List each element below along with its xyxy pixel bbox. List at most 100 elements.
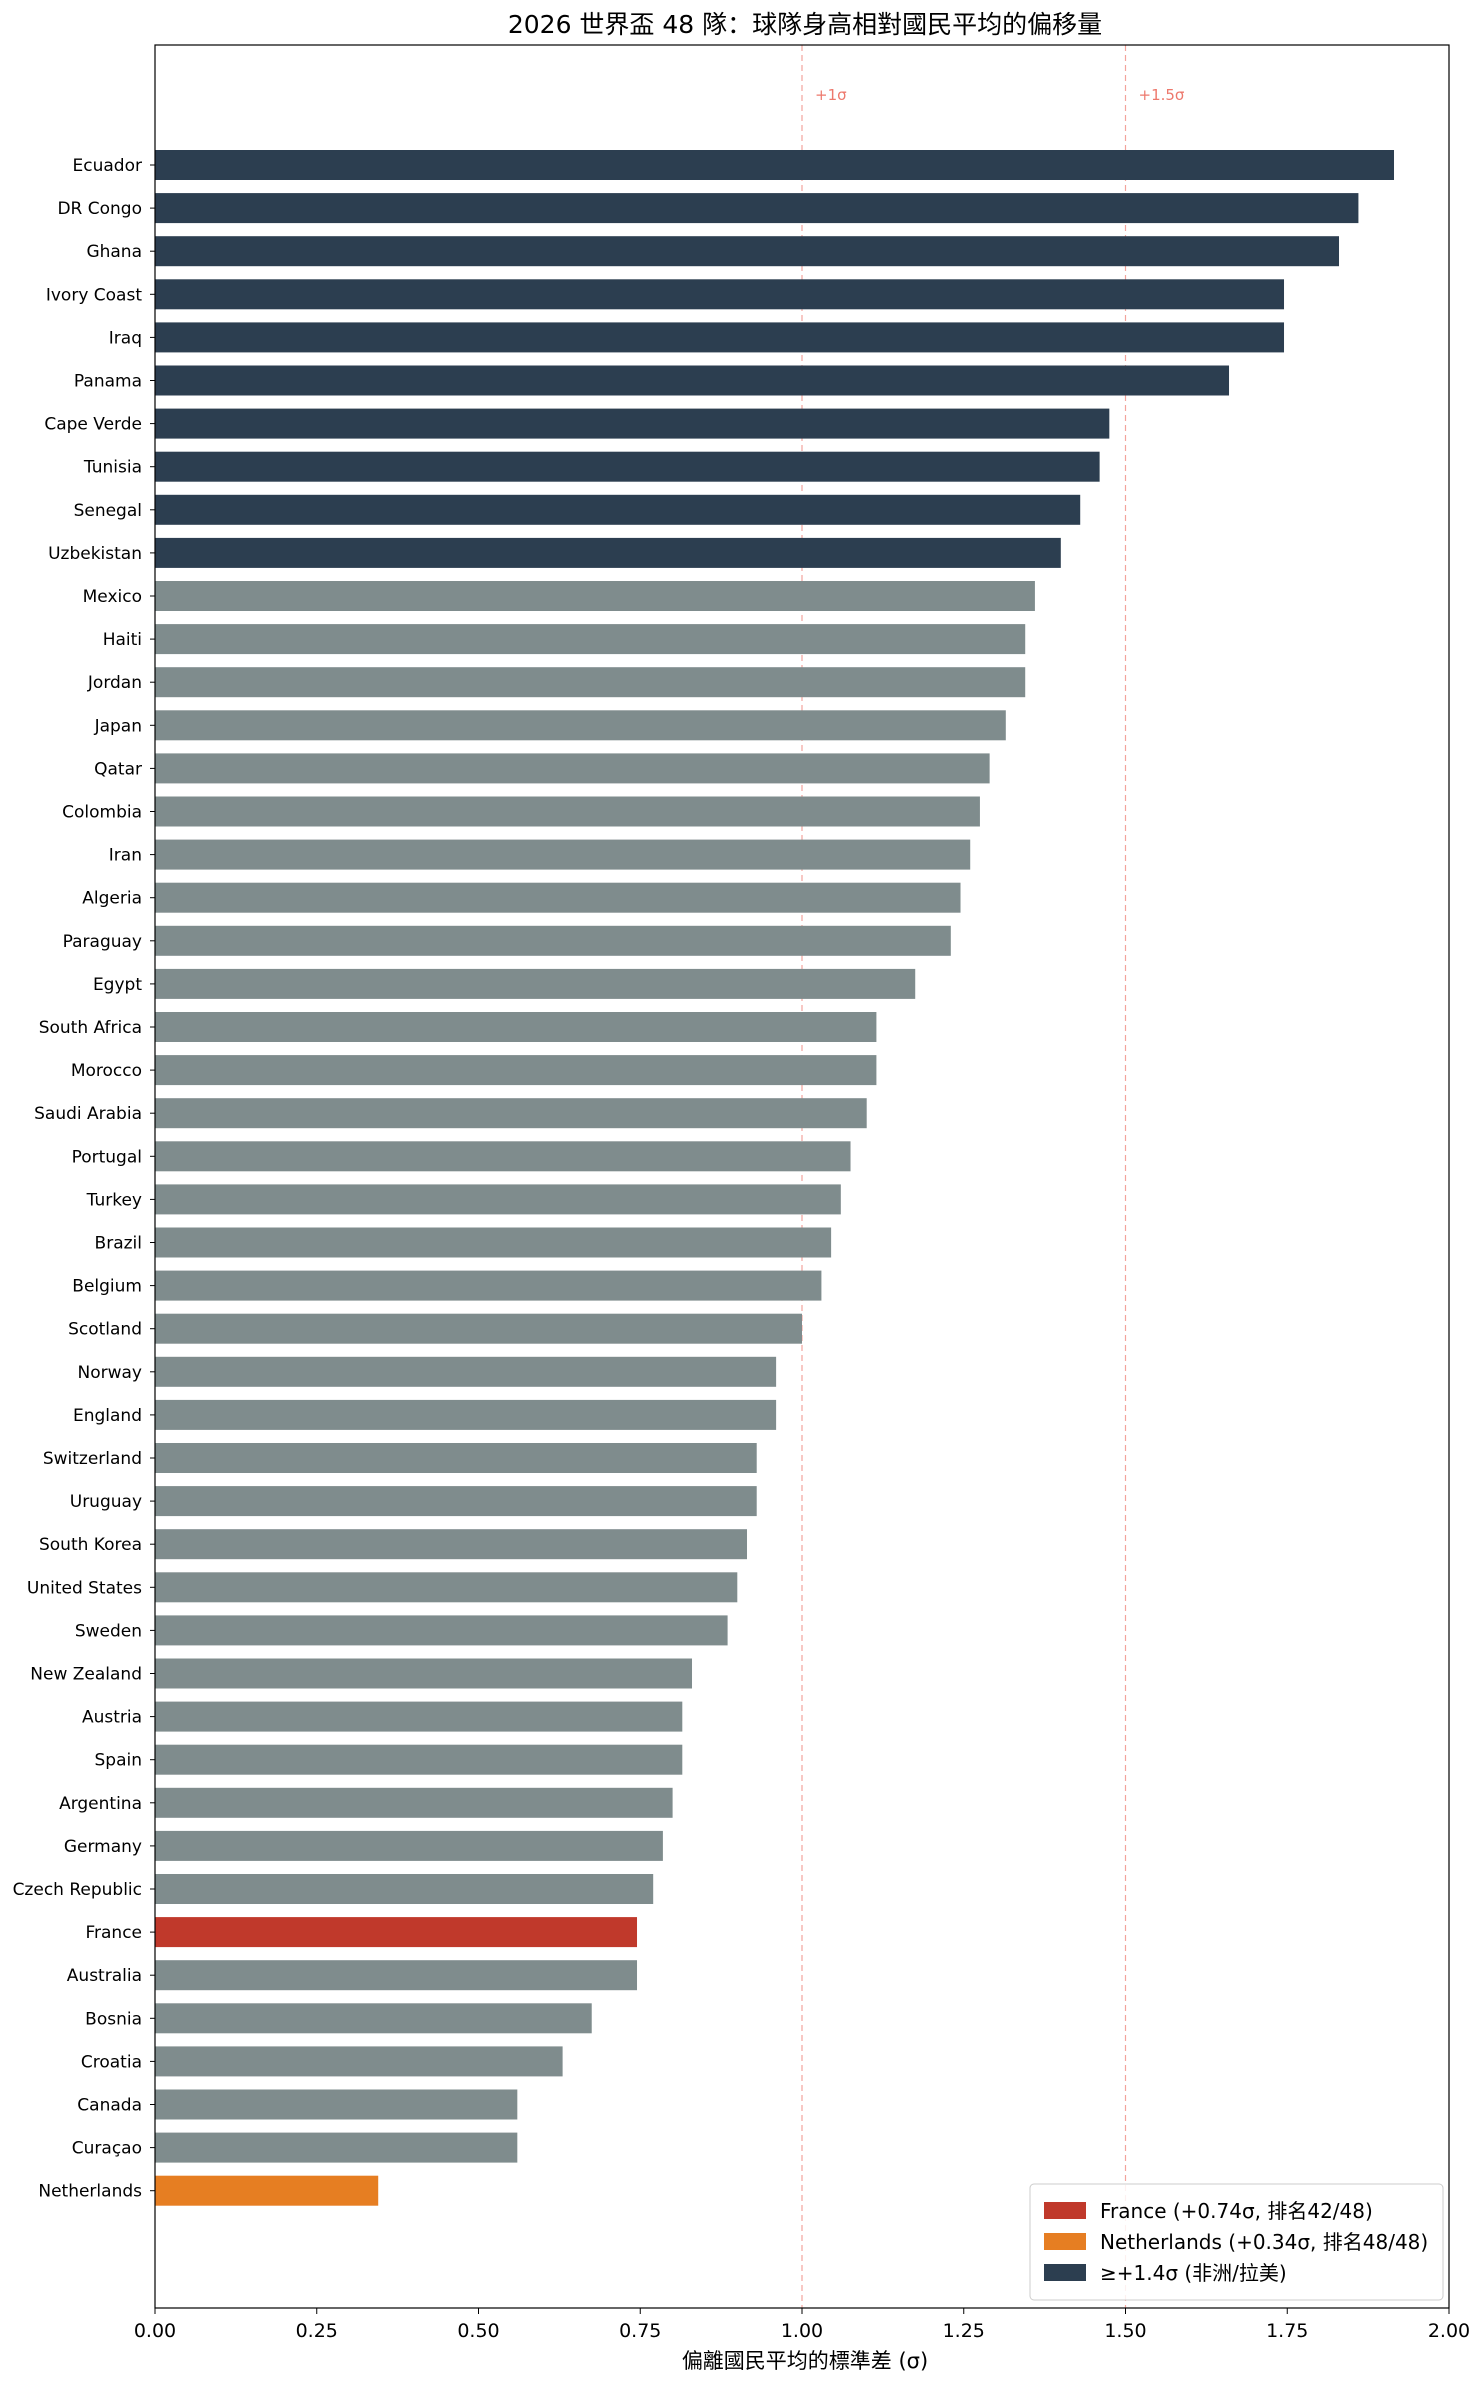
- x-tick-label: 2.00: [1428, 2320, 1470, 2342]
- category-labels: Ecuador DR Congo Ghana Ivory Coast Iraq Panam…: [13, 156, 155, 2202]
- bar: [155, 1830, 663, 1861]
- x-tick-label: 1.25: [943, 2320, 985, 2342]
- category-label: Spain: [95, 1751, 143, 1771]
- legend-label: France (+0.74σ, 排名42/48): [1100, 2199, 1373, 2223]
- bar: [155, 624, 1026, 655]
- plot-frame: [154, 44, 1450, 2309]
- bar: [155, 710, 1006, 741]
- bar: [155, 1874, 654, 1904]
- bar: [155, 1443, 757, 1473]
- category-label: Argentina: [59, 1794, 142, 1814]
- bar: [155, 968, 916, 999]
- category-label: Uzbekistan: [48, 544, 142, 564]
- category-label: Panama: [74, 372, 142, 392]
- category-label: Haiti: [103, 630, 142, 650]
- bar: [155, 451, 1100, 482]
- category-label: Paraguay: [63, 932, 142, 952]
- category-label: Mexico: [83, 587, 142, 607]
- bar: [155, 2089, 518, 2120]
- bar: [155, 1227, 832, 1258]
- category-label: Ivory Coast: [46, 285, 142, 305]
- bar: [155, 236, 1340, 267]
- category-label: Canada: [77, 2096, 142, 2116]
- bar: [155, 537, 1061, 568]
- x-tick-label: 0.25: [296, 2320, 338, 2342]
- bar: [155, 193, 1359, 224]
- bar: [155, 925, 951, 956]
- bar: [155, 1787, 673, 1818]
- category-label: Switzerland: [43, 1449, 142, 1469]
- bar: [155, 2046, 563, 2077]
- category-label: Algeria: [82, 889, 142, 909]
- x-tick-label: 0.50: [457, 2320, 499, 2342]
- bar: [155, 365, 1230, 396]
- bar: [155, 1141, 851, 1172]
- category-label: Ecuador: [73, 156, 142, 176]
- category-label: England: [73, 1406, 142, 1426]
- category-label: Czech Republic: [13, 1880, 142, 1900]
- x-tick-label: 1.75: [1266, 2320, 1308, 2342]
- chart-title: 2026 世界盃 48 隊：球隊身高相對國民平均的偏移量: [508, 10, 1102, 39]
- category-label: Belgium: [72, 1277, 142, 1297]
- bar: [155, 1572, 738, 1603]
- bar: [155, 1399, 777, 1430]
- bar: [155, 753, 990, 784]
- legend-swatch: [1044, 2233, 1086, 2250]
- bar: [155, 1356, 777, 1387]
- category-label: New Zealand: [30, 1665, 142, 1685]
- category-label: Croatia: [81, 2052, 142, 2072]
- category-label: Iraq: [109, 328, 142, 348]
- category-label: Bosnia: [85, 2009, 142, 2029]
- x-tick-label: 1.50: [1104, 2320, 1146, 2342]
- category-label: Australia: [67, 1966, 142, 1986]
- bar: [155, 1529, 748, 1560]
- x-tick-label: 1.00: [781, 2320, 823, 2342]
- bar: [155, 1615, 728, 1646]
- bar: [155, 1184, 841, 1215]
- legend-swatch: [1044, 2264, 1086, 2281]
- category-label: Tunisia: [83, 458, 142, 478]
- category-label: Germany: [64, 1837, 142, 1857]
- category-label: Japan: [94, 716, 142, 736]
- bar: [155, 279, 1285, 310]
- reference-line-label: +1σ: [815, 86, 847, 104]
- category-label: Cape Verde: [44, 415, 142, 435]
- bar: [155, 839, 971, 870]
- category-label: Turkey: [86, 1190, 142, 1210]
- bar: [155, 1917, 638, 1948]
- x-tick-label: 0.00: [134, 2320, 176, 2342]
- category-label: South Korea: [39, 1535, 142, 1555]
- bar: [155, 1744, 683, 1775]
- category-label: Iran: [109, 846, 142, 866]
- bar: [155, 1270, 822, 1301]
- category-label: Colombia: [62, 803, 142, 823]
- category-label: Jordan: [87, 673, 142, 693]
- category-label: Portugal: [72, 1147, 142, 1167]
- reference-line-label: +1.5σ: [1139, 86, 1185, 104]
- category-label: Netherlands: [38, 2182, 142, 2202]
- bar: [155, 494, 1081, 525]
- x-axis: 0.00 0.25 0.50 0.75 1.00 1.25 1.50 1.75 2.00: [134, 2308, 1470, 2342]
- category-label: Scotland: [68, 1320, 142, 1340]
- bar: [155, 2003, 592, 2034]
- category-label: Austria: [82, 1708, 142, 1728]
- legend-swatch: [1044, 2202, 1086, 2219]
- bar: [155, 882, 961, 913]
- category-label: South Africa: [39, 1018, 142, 1038]
- bar: [155, 1313, 802, 1344]
- category-label: DR Congo: [57, 199, 142, 219]
- category-label: Uruguay: [70, 1492, 142, 1512]
- bar: [155, 150, 1395, 180]
- category-label: Sweden: [75, 1621, 142, 1641]
- bar: [155, 322, 1285, 353]
- bar: [155, 408, 1110, 439]
- bars-group: [155, 150, 1395, 2206]
- category-label: Ghana: [86, 242, 142, 262]
- category-label: Morocco: [71, 1061, 142, 1081]
- category-label: Saudi Arabia: [34, 1104, 142, 1124]
- legend: France (+0.74σ, 排名42/48) Netherlands (+0.…: [1029, 2183, 1444, 2301]
- bar: [155, 1960, 638, 1991]
- x-axis-label: 偏離國民平均的標準差 (σ): [682, 2349, 928, 2373]
- category-label: Norway: [78, 1363, 143, 1383]
